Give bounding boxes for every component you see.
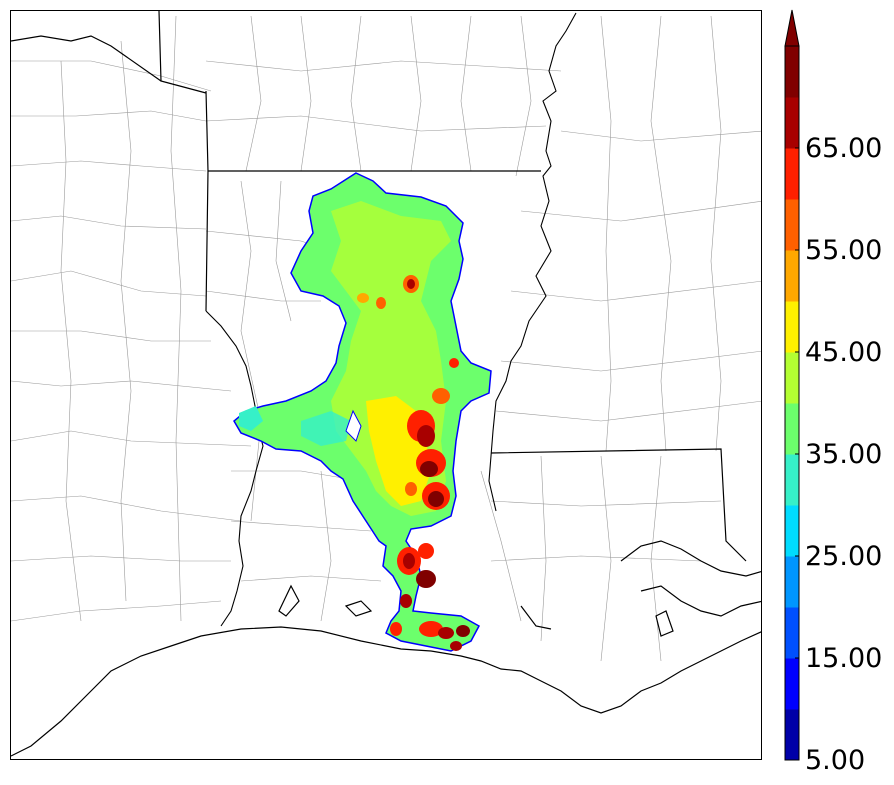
radar-map: [11, 11, 761, 757]
colorbar-outline: [784, 45, 800, 761]
colorbar-segment: [785, 97, 799, 149]
colorbar-tick-label: 65.00: [805, 133, 883, 164]
colorbar-segment: [785, 454, 799, 506]
colorbar-segment: [785, 607, 799, 659]
reflectivity-field: [233, 172, 492, 652]
colorbar-segment: [785, 46, 799, 98]
coastline: [11, 540, 761, 757]
colorbar-tick-label: 15.00: [805, 643, 883, 674]
state-lines: [11, 11, 747, 562]
colorbar-segment: [785, 199, 799, 251]
colorbar-segment: [785, 148, 799, 200]
colorbar-tick-label: 35.00: [805, 439, 883, 470]
colorbar-tick-label: 5.00: [805, 745, 866, 776]
colorbar-segment: [785, 403, 799, 455]
colorbar-segment: [785, 505, 799, 557]
river-lines: [205, 12, 577, 627]
colorbar-tick-label: 45.00: [805, 337, 883, 368]
colorbar-segment: [785, 301, 799, 353]
map-panel: [10, 10, 762, 760]
colorbar-segment: [785, 658, 799, 710]
colorbar-segment: [785, 709, 799, 761]
colorbar-segment: [785, 556, 799, 608]
colorbar: [784, 9, 800, 761]
colorbar-segment: [785, 352, 799, 404]
colorbar-tick-label: 55.00: [805, 235, 883, 266]
colorbar-extend-arrow: [784, 9, 800, 47]
colorbar-segment: [785, 250, 799, 302]
colorbar-tick-label: 25.00: [805, 541, 883, 572]
